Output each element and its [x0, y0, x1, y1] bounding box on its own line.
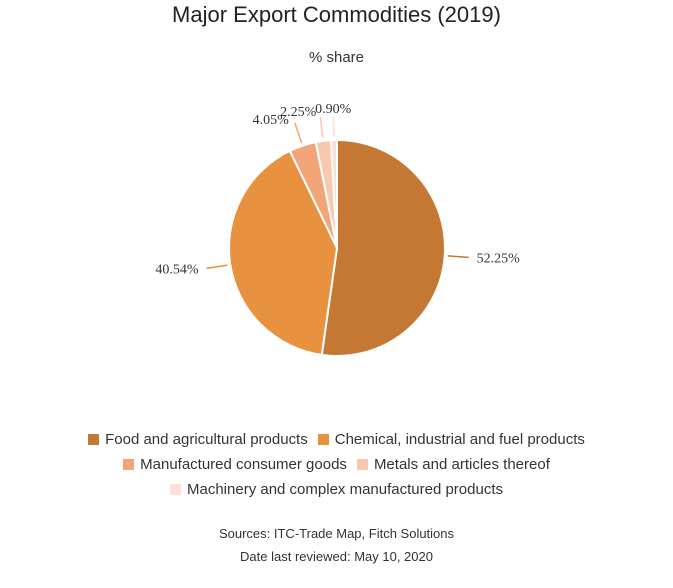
legend-label: Metals and articles thereof	[373, 456, 550, 473]
legend-swatch	[123, 459, 135, 470]
leader-line	[319, 116, 324, 138]
legend-swatch	[356, 459, 368, 470]
chart-footer: Sources: ITC-Trade Map, Fitch Solutions …	[0, 522, 673, 568]
pie-chart: 52.25% 40.54% 4.05%2.25%0.90%	[155, 102, 521, 357]
pie-slice-machinery-and-complex-manufactured-products[interactable]	[329, 138, 338, 249]
data-label: 40.54%	[155, 262, 199, 277]
legend-item-chemical[interactable]: Chemical, industrial and fuel products	[317, 431, 585, 448]
data-label: 4.05%	[253, 113, 290, 128]
leader-line	[332, 116, 335, 138]
data-label: 0.90%	[315, 102, 352, 117]
legend-swatch	[88, 434, 100, 445]
data-label: 2.25%	[280, 105, 317, 120]
sources-text: Sources: ITC-Trade Map, Fitch Solutions	[218, 526, 455, 541]
pie-slice-chemical-industrial-and-fuel-products[interactable]	[228, 149, 339, 357]
legend-swatch	[170, 484, 181, 495]
chart-subtitle: % share	[308, 49, 365, 66]
chart-title: Major Export Commodities (2019)	[172, 2, 501, 27]
leader-line	[447, 255, 469, 259]
legend-item-food[interactable]: Food and agricultural products	[88, 431, 308, 448]
legend: Food and agricultural products Chemical,…	[0, 427, 673, 502]
date-reviewed-text: Date last reviewed: May 10, 2020	[240, 549, 433, 564]
legend-swatch	[317, 434, 329, 445]
legend-row: Manufactured consumer goods Metals and a…	[0, 452, 673, 477]
legend-item-manufactured[interactable]: Manufactured consumer goods	[123, 456, 347, 473]
pie-slice-food-and-agricultural-products[interactable]	[320, 138, 446, 357]
legend-label: Chemical, industrial and fuel products	[334, 431, 585, 448]
legend-row: Machinery and complex manufactured produ…	[0, 477, 673, 502]
legend-label: Food and agricultural products	[105, 431, 308, 448]
leader-line	[294, 122, 303, 144]
leader-line	[206, 264, 228, 270]
legend-label: Manufactured consumer goods	[140, 456, 347, 473]
data-label: 52.25%	[477, 251, 521, 266]
legend-label: Machinery and complex manufactured produ…	[187, 481, 503, 498]
legend-item-metals[interactable]: Metals and articles thereof	[356, 456, 550, 473]
legend-row: Food and agricultural products Chemical,…	[0, 427, 673, 452]
legend-item-machinery[interactable]: Machinery and complex manufactured produ…	[170, 481, 503, 498]
